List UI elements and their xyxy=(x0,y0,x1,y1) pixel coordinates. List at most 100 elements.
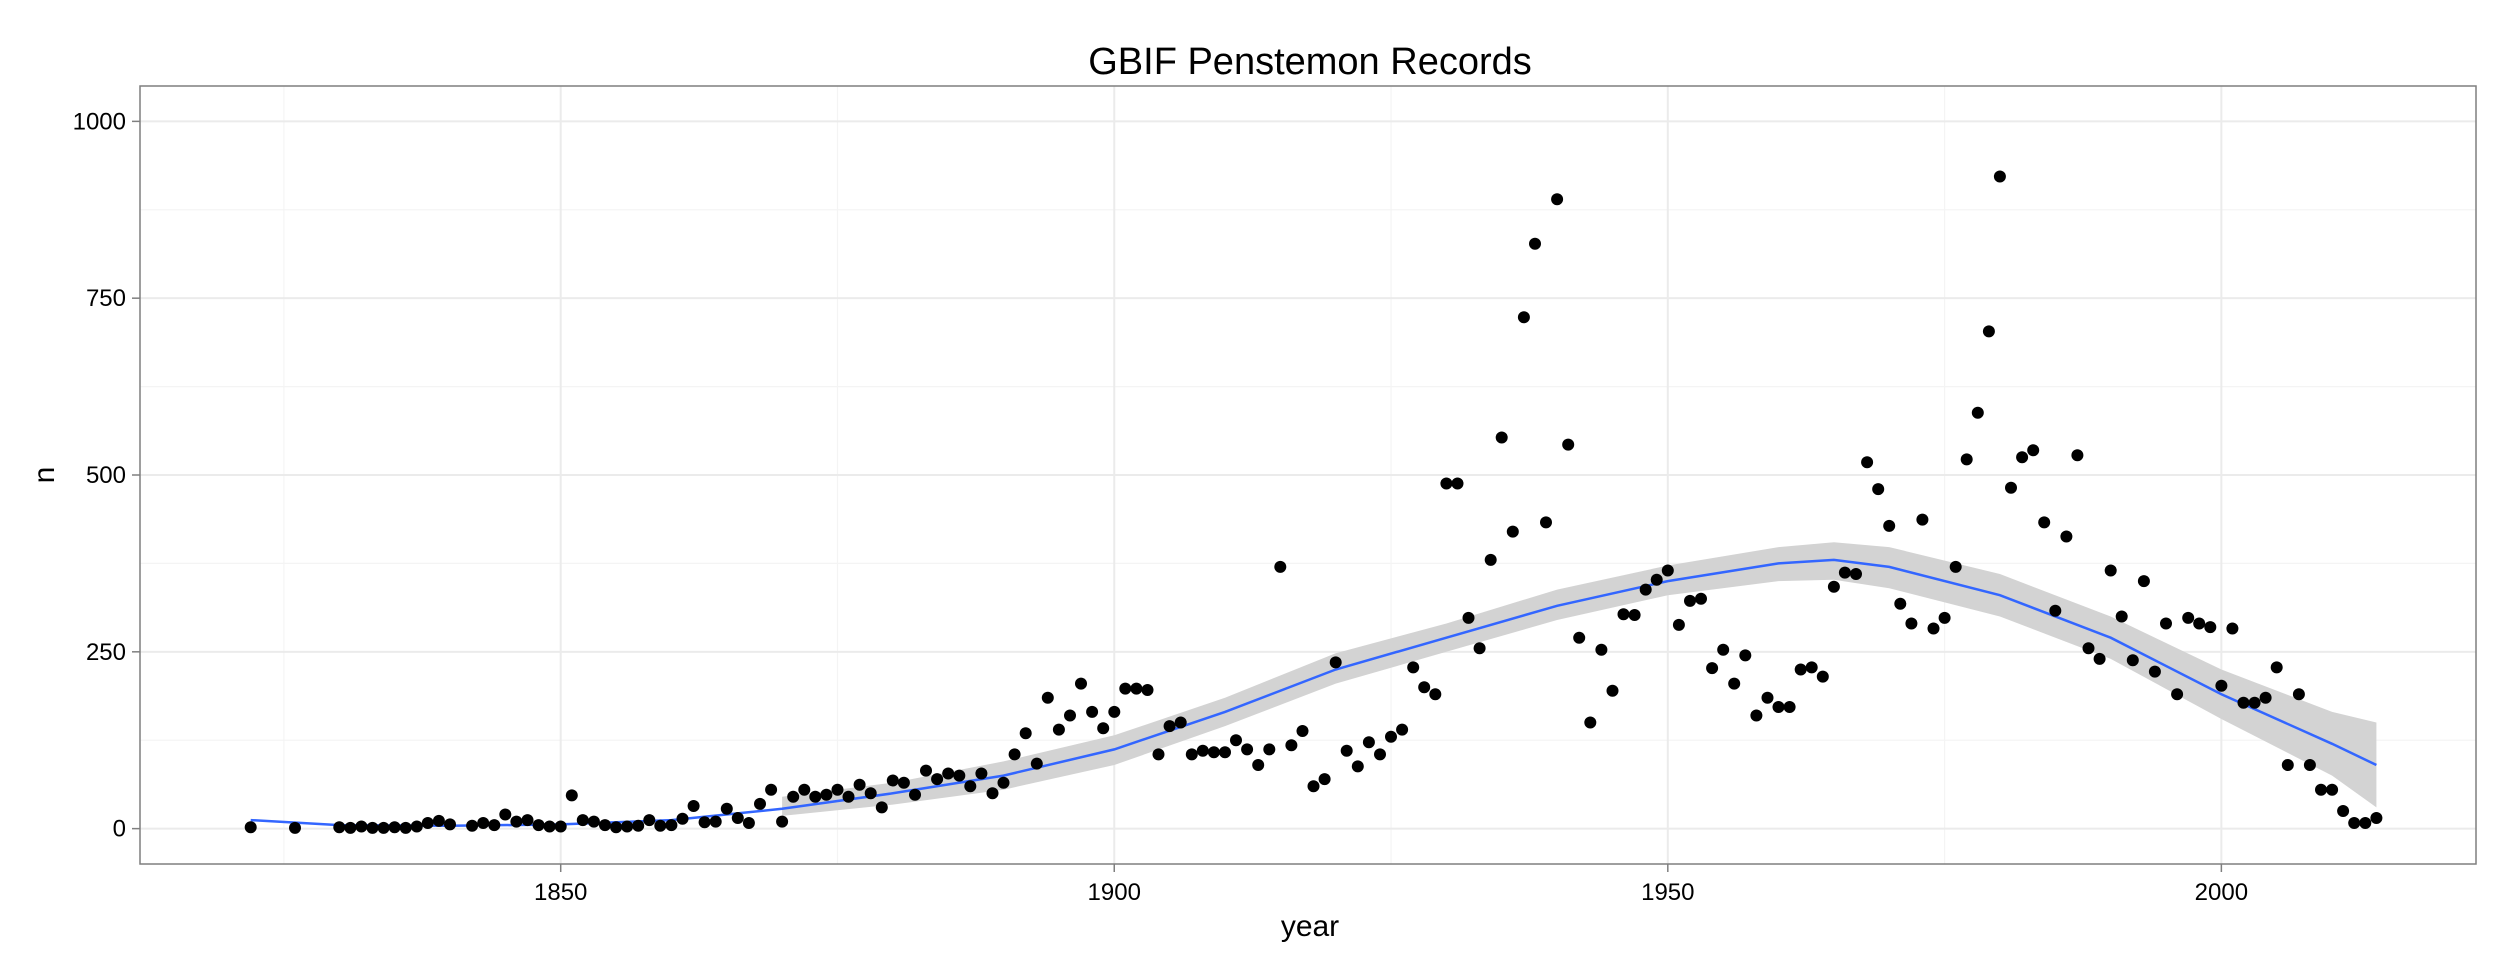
data-point xyxy=(787,790,800,803)
data-point xyxy=(964,780,977,793)
data-point xyxy=(410,820,423,833)
data-point xyxy=(2315,783,2327,796)
data-point xyxy=(2215,679,2228,692)
data-point xyxy=(554,820,567,833)
data-point xyxy=(765,783,778,796)
data-point xyxy=(1927,622,1940,635)
data-point xyxy=(1894,597,1907,610)
data-point xyxy=(853,778,866,791)
y-axis: 0 250 500 750 1000 xyxy=(73,108,140,843)
data-point xyxy=(1374,748,1386,761)
data-point xyxy=(2093,652,2106,665)
y-tick-label: 1000 xyxy=(73,108,126,135)
data-point xyxy=(1739,649,1752,662)
data-point xyxy=(953,769,966,782)
data-point xyxy=(1916,513,1929,526)
data-point xyxy=(2226,622,2239,635)
data-point xyxy=(576,814,589,827)
x-axis: 1850 1900 1950 2000 xyxy=(534,864,2248,906)
x-tick-label: 1850 xyxy=(534,879,587,906)
data-point xyxy=(388,821,401,834)
data-point xyxy=(1462,611,1475,624)
data-point xyxy=(1850,568,1862,580)
data-point xyxy=(1827,580,1840,593)
data-point xyxy=(1883,519,1896,532)
data-point xyxy=(1008,748,1021,761)
x-tick-label: 1900 xyxy=(1088,879,1141,906)
data-point xyxy=(366,821,379,834)
data-point xyxy=(1263,743,1276,756)
data-point xyxy=(665,819,678,832)
data-point xyxy=(2115,610,2128,623)
data-point xyxy=(333,821,346,834)
data-point xyxy=(864,787,877,800)
data-point xyxy=(1816,670,1829,683)
data-point xyxy=(909,788,921,801)
data-point xyxy=(1351,760,1364,773)
y-tick-label: 500 xyxy=(86,462,126,489)
data-point xyxy=(2038,516,2051,529)
data-point xyxy=(698,816,711,829)
data-point xyxy=(1517,311,1530,324)
data-point xyxy=(1108,705,1121,718)
data-point xyxy=(499,808,512,821)
data-point xyxy=(1252,759,1265,771)
data-point xyxy=(1052,723,1065,736)
data-point xyxy=(1495,431,1508,444)
data-point xyxy=(1219,746,1231,759)
data-point xyxy=(421,817,434,829)
data-point xyxy=(565,789,578,802)
x-tick-label: 2000 xyxy=(2195,879,2248,906)
data-point xyxy=(2259,691,2272,704)
data-point xyxy=(1041,691,1054,704)
data-point xyxy=(1185,748,1198,761)
data-point xyxy=(643,814,656,827)
data-point xyxy=(1451,477,1464,490)
data-point xyxy=(820,788,833,801)
data-point xyxy=(1274,560,1287,573)
data-point xyxy=(1307,780,1320,793)
data-point xyxy=(754,797,766,810)
data-point xyxy=(1805,661,1818,674)
data-point xyxy=(931,773,944,786)
data-point xyxy=(1993,170,2006,183)
data-point xyxy=(1097,722,1110,735)
data-point xyxy=(1130,682,1143,695)
data-point xyxy=(632,819,645,832)
data-point xyxy=(2148,665,2161,678)
data-point xyxy=(2359,817,2372,829)
data-point xyxy=(2337,805,2350,817)
data-point xyxy=(731,812,744,824)
data-point xyxy=(1429,688,1442,701)
data-point xyxy=(432,814,445,827)
data-point xyxy=(1982,325,1995,338)
data-point xyxy=(2137,575,2150,588)
data-point xyxy=(1473,642,1486,655)
x-axis-title: year xyxy=(1281,910,1339,943)
data-point xyxy=(1595,643,1608,656)
data-point xyxy=(1152,748,1165,761)
data-point xyxy=(1086,705,1099,718)
data-point xyxy=(742,817,755,829)
data-point xyxy=(610,821,623,834)
data-point xyxy=(2303,759,2316,771)
data-point xyxy=(543,820,556,833)
data-point xyxy=(1174,716,1187,729)
data-point xyxy=(2027,444,2040,457)
data-point xyxy=(1684,594,1696,607)
data-point xyxy=(1717,643,1730,656)
data-point xyxy=(1695,592,1707,605)
data-point xyxy=(1207,746,1220,759)
data-point xyxy=(1540,516,1552,529)
data-point xyxy=(1418,681,1431,694)
data-point xyxy=(776,815,789,828)
data-point xyxy=(521,814,534,827)
data-point xyxy=(2248,696,2261,709)
data-point xyxy=(942,767,955,780)
data-point xyxy=(842,790,855,803)
data-point xyxy=(1396,723,1409,736)
data-point xyxy=(1971,406,1984,419)
data-point xyxy=(1163,720,1176,733)
data-point xyxy=(1960,453,1973,466)
